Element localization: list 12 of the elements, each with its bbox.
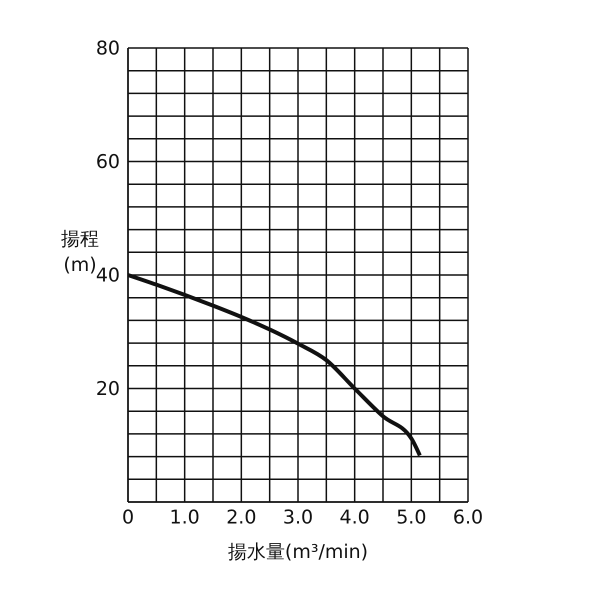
x-tick-label: 5.0 bbox=[396, 506, 426, 528]
y-tick-label: 40 bbox=[96, 264, 120, 287]
x-tick-label: 3.0 bbox=[282, 506, 314, 528]
y-tick-label: 60 bbox=[96, 151, 120, 174]
x-axis-title: 揚水量(m³/min) bbox=[228, 541, 368, 563]
x-tick-label: 4.0 bbox=[340, 506, 370, 528]
x-tick-label: 1.0 bbox=[170, 506, 200, 528]
x-tick-label: 6.0 bbox=[452, 506, 484, 528]
y-tick-label: 80 bbox=[96, 38, 120, 60]
y-tick-label: 20 bbox=[96, 378, 120, 400]
x-tick-label: 0 bbox=[122, 506, 134, 528]
x-tick-label: 2.0 bbox=[226, 506, 256, 528]
